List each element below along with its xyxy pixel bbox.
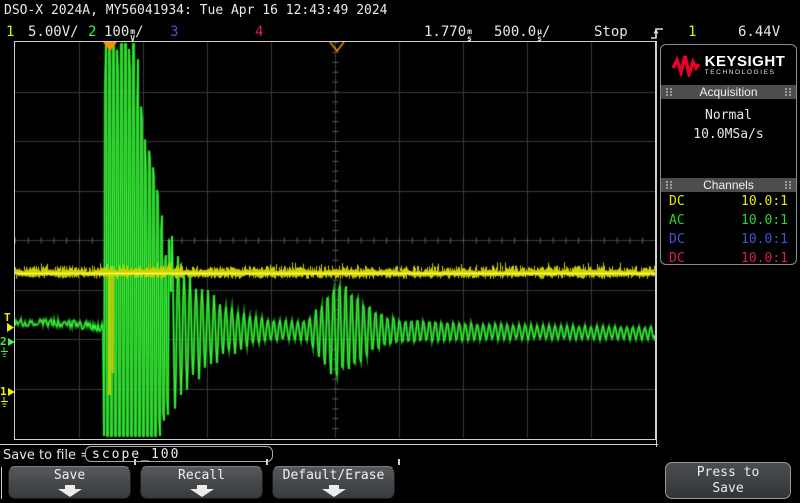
down-arrow-icon (321, 489, 346, 497)
ch3-probe-ratio: 10.0:1 (741, 232, 788, 247)
keysight-logo: KEYSIGHT TECHNOLOGIES (661, 45, 796, 85)
down-arrow-icon (196, 485, 207, 489)
brand-name: KEYSIGHT (704, 52, 786, 70)
instrument-title: DSO-X 2024A, MY56041934: Tue Apr 16 12:4… (4, 3, 388, 18)
grip-dots-icon (666, 181, 672, 189)
acquisition-body: Normal 10.0MSa/s (661, 108, 796, 178)
rising-edge-trigger-icon (651, 28, 663, 39)
svg-text:T: T (4, 311, 11, 324)
ch2-ground-arrow-icon (8, 338, 15, 346)
trigger-source: 1 (688, 24, 697, 40)
channels-header-label: Channels (703, 178, 754, 192)
acquisition-header[interactable]: Acquisition (661, 85, 796, 99)
ch1-ground-arrow-icon (8, 388, 15, 396)
softkey-slot-tick (134, 459, 136, 465)
ch3-coupling: DC (669, 232, 685, 247)
trigger-level-arrow-icon (7, 323, 14, 332)
channel-row-1[interactable]: DC 10.0:1 (661, 192, 796, 211)
waveform-display[interactable] (15, 42, 655, 438)
ch2-ground-marker[interactable]: 2 (0, 332, 16, 359)
channel-row-4[interactable]: DC 10.0:1 (661, 249, 796, 268)
ch4-probe-ratio: 10.0:1 (741, 251, 788, 266)
acquisition-sample-rate: 10.0MSa/s (693, 127, 764, 142)
filename-input[interactable]: scope_100 (85, 446, 273, 462)
softkey-slot-edge (1, 467, 2, 499)
ch1-probe-ratio: 10.0:1 (741, 194, 788, 209)
ch1-number[interactable]: 1 (6, 24, 15, 40)
grip-dots-icon (784, 181, 791, 189)
save-softkey[interactable]: Save (8, 466, 131, 499)
default-erase-softkey[interactable]: Default/Erase (272, 466, 395, 499)
channel-row-3[interactable]: DC 10.0:1 (661, 230, 796, 249)
ch2-ground-symbol-icon (1, 347, 8, 357)
keysight-spark-icon (671, 55, 700, 77)
ch4-coupling: DC (669, 251, 685, 266)
recall-softkey[interactable]: Recall (140, 466, 263, 499)
down-arrow-icon (328, 485, 339, 489)
ch3-number[interactable]: 3 (170, 24, 179, 40)
press-to-save-button[interactable]: Press to Save (665, 462, 791, 499)
ch1-scale: 5.00V/ (28, 24, 79, 40)
ch1-ground-marker[interactable]: 1 (0, 382, 16, 409)
ch2-probe-ratio: 10.0:1 (741, 213, 788, 228)
delay-readout: 1.770 m s (424, 24, 472, 43)
ch1-coupling: DC (669, 194, 685, 209)
grip-dots-icon (785, 88, 791, 96)
timebase-readout: 500.0 µ s / (494, 24, 551, 43)
ch2-scale: 100 m V / (104, 24, 144, 43)
down-arrow-icon (64, 485, 75, 489)
graticule-frame (14, 41, 656, 440)
run-state: Stop (594, 24, 628, 40)
trigger-level: 6.44V (738, 24, 781, 40)
down-arrow-icon (57, 489, 82, 497)
info-sidebar: KEYSIGHT TECHNOLOGIES Acquisition Normal… (660, 44, 797, 268)
softkey-slot-tick (398, 459, 400, 465)
grip-dots-icon (666, 88, 672, 96)
bottom-divider (0, 444, 658, 445)
ch1-ground-symbol-icon (1, 397, 8, 407)
trigger-level-marker[interactable]: T (0, 310, 16, 334)
save-to-file-label: Save to file = (3, 448, 92, 463)
channels-header[interactable]: Channels (661, 178, 796, 192)
sidebar-divider (656, 41, 657, 447)
ch4-number[interactable]: 4 (255, 24, 264, 40)
down-arrow-icon (189, 489, 214, 497)
brand-subtitle: TECHNOLOGIES (704, 68, 776, 76)
svg-text:2: 2 (0, 335, 7, 348)
ch2-number[interactable]: 2 (88, 24, 97, 40)
acquisition-mode: Normal (705, 108, 752, 123)
ch2-coupling: AC (669, 213, 685, 228)
softkey-slot-tick (266, 459, 268, 465)
svg-text:1: 1 (0, 385, 7, 398)
acquisition-header-label: Acquisition (699, 85, 758, 99)
channel-row-2[interactable]: AC 10.0:1 (661, 211, 796, 230)
